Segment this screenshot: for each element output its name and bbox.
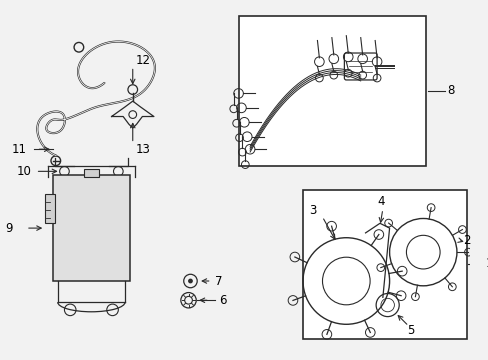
Text: 7: 7 xyxy=(215,275,223,288)
Text: 6: 6 xyxy=(219,294,226,307)
Bar xyxy=(303,190,466,339)
Circle shape xyxy=(181,293,196,308)
Text: 3: 3 xyxy=(308,204,316,217)
Text: 5: 5 xyxy=(406,324,414,337)
Text: 1: 1 xyxy=(485,257,488,270)
Text: 8: 8 xyxy=(447,84,454,97)
Text: 10: 10 xyxy=(17,165,32,178)
Bar xyxy=(45,194,55,223)
Text: 13: 13 xyxy=(135,143,150,156)
Text: 12: 12 xyxy=(135,54,150,67)
Bar xyxy=(238,17,425,166)
Bar xyxy=(83,170,99,177)
Bar xyxy=(53,175,130,281)
Text: 2: 2 xyxy=(462,234,469,247)
Text: 4: 4 xyxy=(376,195,384,208)
Circle shape xyxy=(188,279,192,283)
Text: 9: 9 xyxy=(5,222,13,235)
Text: 11: 11 xyxy=(12,143,26,156)
Circle shape xyxy=(183,274,197,288)
